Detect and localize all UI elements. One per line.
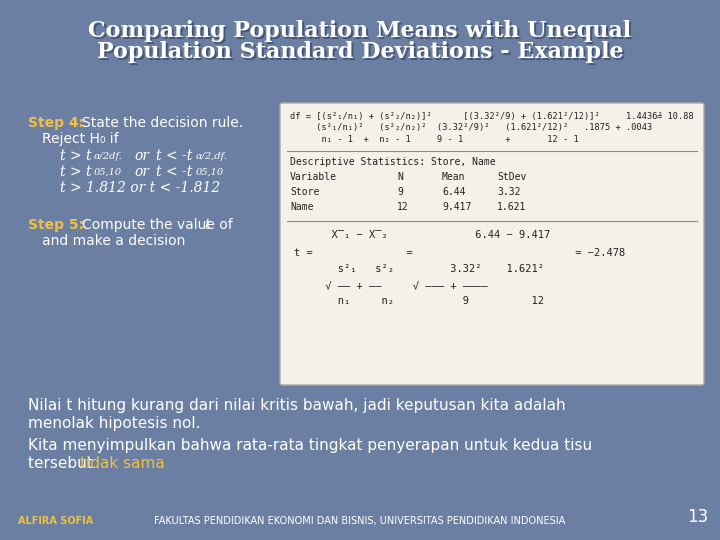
Text: State the decision rule.: State the decision rule. <box>82 116 243 130</box>
Text: 9: 9 <box>397 187 403 197</box>
Text: 6.44: 6.44 <box>442 187 466 197</box>
Text: 13: 13 <box>687 508 708 526</box>
Text: Kita menyimpulkan bahwa rata-rata tingkat penyerapan untuk kedua tisu: Kita menyimpulkan bahwa rata-rata tingka… <box>28 438 592 453</box>
Text: (s²₁/n₁)²   (s²₂/n₂)²  (3.32²/9)²   (1.621²/12)²   .1875 + .0043: (s²₁/n₁)² (s²₂/n₂)² (3.32²/9)² (1.621²/1… <box>290 123 652 132</box>
Text: Comparing Population Means with Unequal: Comparing Population Means with Unequal <box>89 20 631 42</box>
Text: 05,10: 05,10 <box>94 168 122 177</box>
Text: tidak sama: tidak sama <box>80 456 165 471</box>
Text: 1.621: 1.621 <box>497 202 526 212</box>
Text: Population Standard Deviations - Example: Population Standard Deviations - Example <box>99 43 625 65</box>
Text: Store: Store <box>290 187 320 197</box>
Text: t > t: t > t <box>60 165 91 179</box>
Text: t < -t: t < -t <box>156 165 192 179</box>
Text: StDev: StDev <box>497 172 526 182</box>
Text: Compute the value of: Compute the value of <box>82 218 237 232</box>
Text: X̅₁ − X̅₂              6.44 − 9.417: X̅₁ − X̅₂ 6.44 − 9.417 <box>294 230 550 240</box>
Text: Reject H₀ if: Reject H₀ if <box>42 132 119 146</box>
Text: 12: 12 <box>397 202 409 212</box>
Text: Nilai t hitung kurang dari nilai kritis bawah, jadi keputusan kita adalah: Nilai t hitung kurang dari nilai kritis … <box>28 398 566 413</box>
Text: t =               =                          = −2.478: t = = = −2.478 <box>294 248 625 258</box>
Text: Step 4:: Step 4: <box>28 116 84 130</box>
Text: t: t <box>204 218 210 232</box>
Text: 3.32: 3.32 <box>497 187 521 197</box>
Text: or: or <box>134 165 149 179</box>
Text: Step 5:: Step 5: <box>28 218 84 232</box>
Text: t < -t: t < -t <box>156 149 192 163</box>
Text: Population Standard Deviations - Example: Population Standard Deviations - Example <box>96 41 624 63</box>
Text: n₁     n₂           9          12: n₁ n₂ 9 12 <box>294 296 544 306</box>
Text: √ —— + ——     √ ——— + ————: √ —— + —— √ ——— + ———— <box>294 280 487 290</box>
Text: 05,10: 05,10 <box>196 168 224 177</box>
Text: Variable: Variable <box>290 172 337 182</box>
Text: N: N <box>397 172 403 182</box>
Text: Mean: Mean <box>442 172 466 182</box>
Text: and make a decision: and make a decision <box>42 234 185 248</box>
Text: = 10.88: = 10.88 <box>657 112 694 121</box>
Text: t > 1.812 or t < -1.812: t > 1.812 or t < -1.812 <box>60 181 220 195</box>
Text: FAKULTAS PENDIDIKAN EKONOMI DAN BISNIS, UNIVERSITAS PENDIDIKAN INDONESIA: FAKULTAS PENDIDIKAN EKONOMI DAN BISNIS, … <box>154 516 566 526</box>
Text: t > t: t > t <box>60 149 91 163</box>
Text: tersebut: tersebut <box>28 456 98 471</box>
Text: or: or <box>134 149 149 163</box>
Text: menolak hipotesis nol.: menolak hipotesis nol. <box>28 416 200 431</box>
Text: 9.417: 9.417 <box>442 202 472 212</box>
Text: Descriptive Statistics: Store, Name: Descriptive Statistics: Store, Name <box>290 157 495 167</box>
Text: ALFIRA SOFIA: ALFIRA SOFIA <box>18 516 94 526</box>
Text: df = [(s²₁/n₁) + (s²₂/n₂)]²      [(3.32²/9) + (1.621²/12)]²     1.4436²: df = [(s²₁/n₁) + (s²₂/n₂)]² [(3.32²/9) +… <box>290 112 662 121</box>
FancyBboxPatch shape <box>280 103 704 385</box>
Text: s²₁   s²₂         3.32²    1.621²: s²₁ s²₂ 3.32² 1.621² <box>294 264 544 274</box>
Text: Name: Name <box>290 202 313 212</box>
Text: α/2df.: α/2df. <box>94 152 122 161</box>
Text: n₁ - 1  +  n₂ - 1     9 - 1        +       12 - 1: n₁ - 1 + n₂ - 1 9 - 1 + 12 - 1 <box>290 135 579 144</box>
Text: Comparing Population Means with Unequal: Comparing Population Means with Unequal <box>91 22 634 44</box>
Text: α/2,df.: α/2,df. <box>196 152 228 161</box>
